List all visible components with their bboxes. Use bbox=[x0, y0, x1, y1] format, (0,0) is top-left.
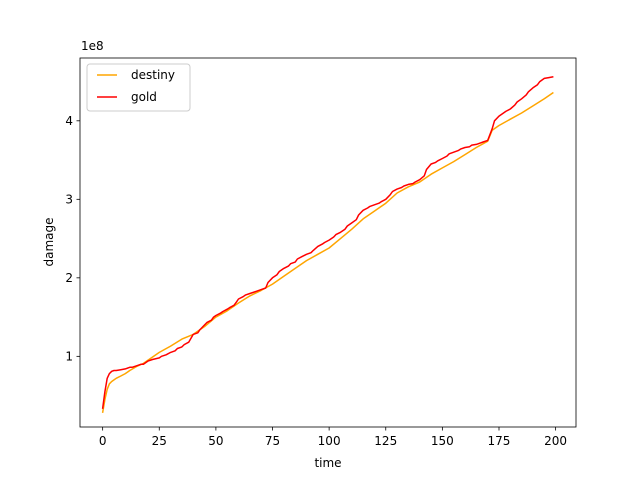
x-tick-label: 200 bbox=[544, 434, 567, 448]
x-tick-label: 125 bbox=[374, 434, 397, 448]
y-tick-label: 2 bbox=[65, 271, 73, 285]
x-tick-label: 175 bbox=[488, 434, 511, 448]
legend: destiny gold bbox=[86, 63, 191, 112]
y-offset-label: 1e8 bbox=[81, 39, 104, 53]
x-tick-label: 25 bbox=[152, 434, 167, 448]
axes-frame bbox=[79, 57, 577, 428]
y-axis-label: damage bbox=[42, 217, 56, 266]
x-tick-label: 50 bbox=[208, 434, 223, 448]
series-line-destiny bbox=[101, 91, 554, 414]
x-tick-label: 0 bbox=[99, 434, 107, 448]
legend-label-gold: gold bbox=[131, 90, 157, 104]
x-tick-label: 150 bbox=[431, 434, 454, 448]
y-tick-label: 4 bbox=[65, 114, 73, 128]
legend-label-destiny: destiny bbox=[131, 68, 175, 82]
x-tick-label: 75 bbox=[265, 434, 280, 448]
plot-area: 0 25 50 75 100 125 150 175 200 1 2 3 4 bbox=[65, 57, 577, 448]
y-tick-label: 1 bbox=[65, 349, 73, 363]
x-tick-label: 100 bbox=[318, 434, 341, 448]
series-line-gold bbox=[101, 76, 554, 409]
y-tick-label: 3 bbox=[65, 192, 73, 206]
x-axis-label: time bbox=[314, 456, 341, 470]
